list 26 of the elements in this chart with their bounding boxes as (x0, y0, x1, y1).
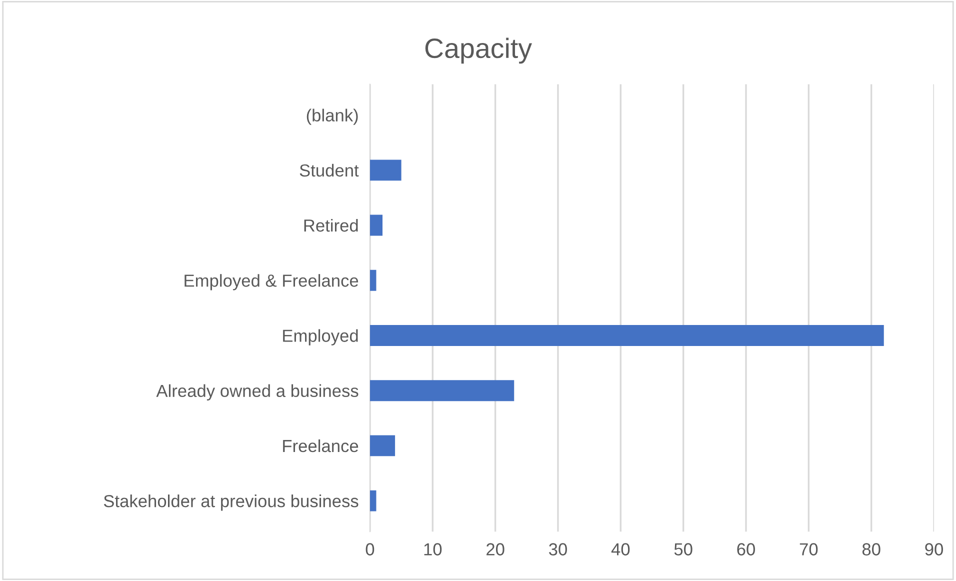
bar (370, 490, 376, 512)
x-tick-label: 90 (925, 543, 943, 556)
bar (370, 325, 884, 346)
bar (370, 435, 396, 456)
y-tick-label: Retired (304, 218, 358, 232)
x-tick-label: 30 (548, 543, 567, 556)
y-tick-label: Employed (283, 329, 358, 346)
x-tick-label: 80 (862, 543, 880, 556)
bar (370, 270, 376, 291)
x-tick-label: 10 (424, 543, 442, 556)
y-tick-label: Stakeholder at previous business (104, 494, 358, 511)
bar (370, 160, 402, 181)
y-tick-label: (blank) (306, 108, 358, 125)
x-tick-label: 60 (737, 543, 755, 556)
y-tick-label: Student (300, 164, 359, 177)
x-tick-label: 20 (486, 543, 504, 556)
x-tick-label: 0 (366, 543, 374, 556)
bar (370, 380, 514, 402)
chart-title: Capacity (425, 38, 532, 64)
x-tick-label: 40 (611, 543, 630, 556)
y-tick-label: Already owned a business (156, 384, 358, 400)
y-tick-label: Freelance (283, 439, 358, 452)
bar (370, 214, 383, 236)
x-tick-label: 50 (674, 543, 692, 556)
x-tick-label: 70 (800, 543, 818, 556)
y-tick-label: Employed & Freelance (184, 274, 358, 290)
